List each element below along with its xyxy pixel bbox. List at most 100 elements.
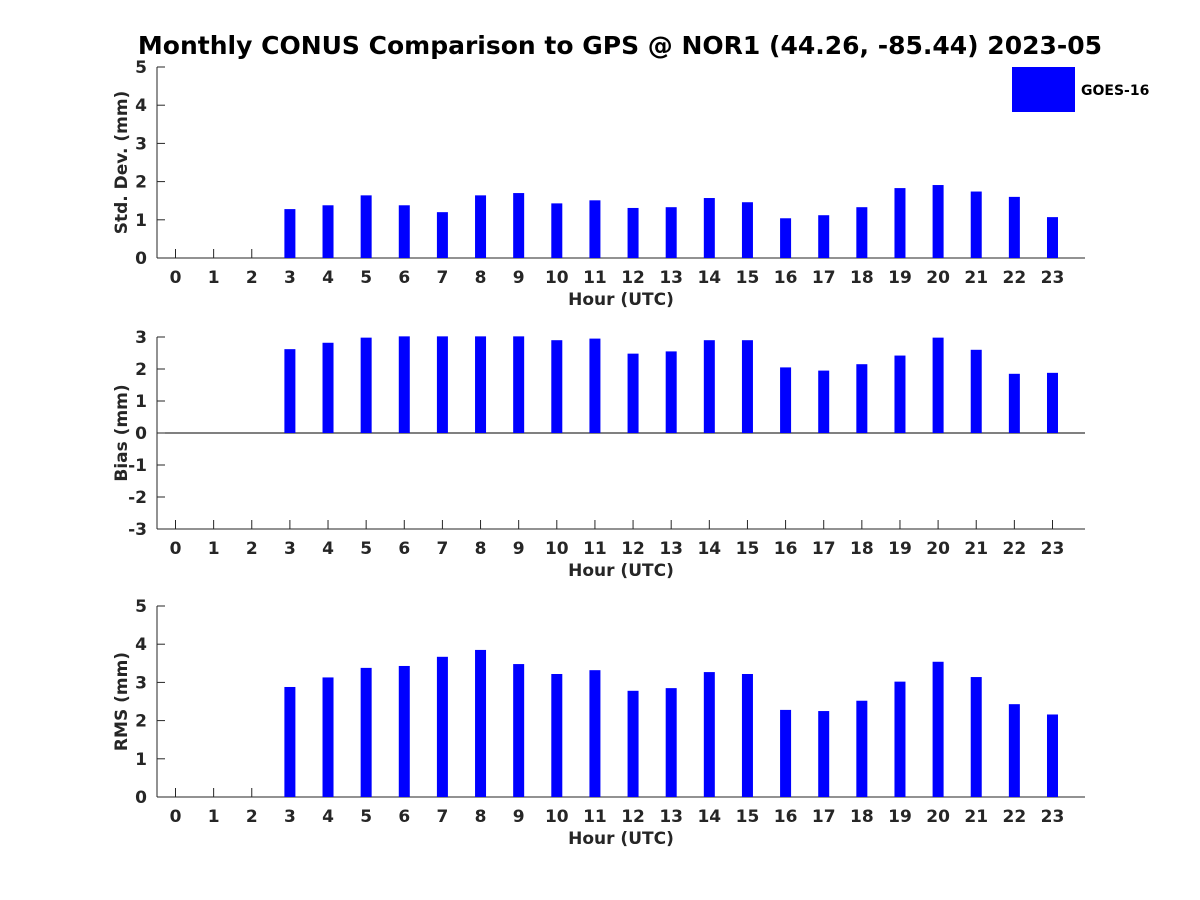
- x-tick-label: 7: [436, 268, 448, 288]
- x-tick-label: 3: [284, 539, 296, 559]
- bar-hour-5: [360, 337, 372, 433]
- x-tick-label: 14: [697, 268, 721, 288]
- x-tick-label: 18: [850, 539, 874, 559]
- x-tick-label: 15: [736, 268, 760, 288]
- x-tick-label: 0: [170, 539, 182, 559]
- y-tick-label: 1: [135, 211, 147, 231]
- y-tick-label: -1: [128, 456, 147, 476]
- x-tick-label: 22: [1003, 539, 1027, 559]
- x-tick-label: 11: [583, 539, 607, 559]
- bar-hour-11: [589, 200, 601, 258]
- y-tick-label: 0: [135, 424, 147, 444]
- x-tick-label: 9: [513, 268, 525, 288]
- x-tick-label: 16: [774, 807, 798, 827]
- bar-hour-8: [475, 649, 487, 797]
- bar-hour-6: [398, 665, 410, 797]
- bar-hour-10: [551, 340, 563, 433]
- bar-hour-21: [970, 677, 982, 797]
- x-tick-label: 15: [736, 539, 760, 559]
- x-axis-label: Hour (UTC): [568, 290, 674, 310]
- x-tick-label: 17: [812, 807, 836, 827]
- x-tick-label: 17: [812, 539, 836, 559]
- y-axis-label: Std. Dev. (mm): [112, 91, 132, 235]
- bar-hour-4: [322, 677, 334, 797]
- x-tick-label: 13: [659, 268, 683, 288]
- bar-hour-22: [1008, 704, 1020, 797]
- x-tick-label: 23: [1041, 268, 1065, 288]
- bar-hour-22: [1008, 373, 1020, 433]
- bar-hour-16: [780, 218, 792, 258]
- y-tick-label: 2: [135, 173, 147, 193]
- bar-hour-5: [360, 667, 372, 797]
- bar-hour-13: [665, 351, 677, 433]
- bar-hour-9: [513, 664, 525, 797]
- y-tick-label: -2: [128, 488, 147, 508]
- y-tick-label: 0: [135, 249, 147, 269]
- x-tick-label: 14: [697, 539, 721, 559]
- bar-hour-18: [856, 364, 868, 433]
- bar-hour-14: [703, 672, 715, 797]
- x-tick-label: 3: [284, 807, 296, 827]
- x-tick-label: 12: [621, 268, 645, 288]
- bar-hour-17: [818, 215, 830, 258]
- x-tick-label: 10: [545, 539, 569, 559]
- x-tick-label: 20: [926, 539, 950, 559]
- bar-hour-13: [665, 688, 677, 797]
- x-tick-label: 17: [812, 268, 836, 288]
- bar-hour-10: [551, 203, 563, 258]
- x-tick-label: 0: [170, 807, 182, 827]
- y-tick-label: 5: [135, 597, 147, 617]
- bar-hour-11: [589, 670, 601, 797]
- x-tick-label: 21: [964, 268, 988, 288]
- bar-hour-17: [818, 711, 830, 797]
- y-tick-label: 5: [135, 58, 147, 78]
- x-tick-label: 18: [850, 807, 874, 827]
- x-tick-label: 19: [888, 268, 912, 288]
- x-tick-label: 4: [322, 807, 334, 827]
- x-tick-label: 15: [736, 807, 760, 827]
- y-tick-label: 3: [135, 134, 147, 154]
- x-tick-label: 6: [398, 807, 410, 827]
- bar-hour-6: [398, 336, 410, 433]
- x-tick-label: 21: [964, 807, 988, 827]
- bar-hour-19: [894, 188, 906, 258]
- x-tick-label: 14: [697, 807, 721, 827]
- bar-hour-12: [627, 353, 639, 433]
- bar-hour-12: [627, 690, 639, 797]
- x-axis-label: Hour (UTC): [568, 561, 674, 581]
- x-tick-label: 16: [774, 539, 798, 559]
- bar-hour-19: [894, 355, 906, 433]
- x-tick-label: 1: [208, 807, 220, 827]
- x-tick-label: 20: [926, 268, 950, 288]
- bar-hour-21: [970, 349, 982, 433]
- y-tick-label: 3: [135, 328, 147, 348]
- x-tick-label: 5: [360, 807, 372, 827]
- x-tick-label: 8: [475, 268, 487, 288]
- x-tick-label: 8: [475, 807, 487, 827]
- x-tick-label: 19: [888, 539, 912, 559]
- y-tick-label: 2: [135, 712, 147, 732]
- y-axis-label: RMS (mm): [112, 652, 132, 751]
- x-tick-label: 22: [1003, 807, 1027, 827]
- bar-hour-8: [475, 336, 487, 433]
- x-tick-label: 19: [888, 807, 912, 827]
- x-tick-label: 12: [621, 539, 645, 559]
- bar-hour-7: [436, 212, 448, 258]
- bar-hour-13: [665, 207, 677, 258]
- x-tick-label: 7: [436, 807, 448, 827]
- bar-hour-14: [703, 198, 715, 258]
- bar-hour-16: [780, 709, 792, 797]
- x-tick-label: 2: [246, 807, 258, 827]
- bar-hour-15: [741, 340, 753, 433]
- bar-hour-10: [551, 673, 563, 797]
- x-tick-label: 9: [513, 807, 525, 827]
- y-tick-label: -3: [128, 520, 147, 540]
- bar-hour-18: [856, 700, 868, 797]
- x-tick-label: 4: [322, 268, 334, 288]
- figure-title: Monthly CONUS Comparison to GPS @ NOR1 (…: [138, 31, 1102, 60]
- y-tick-label: 1: [135, 392, 147, 412]
